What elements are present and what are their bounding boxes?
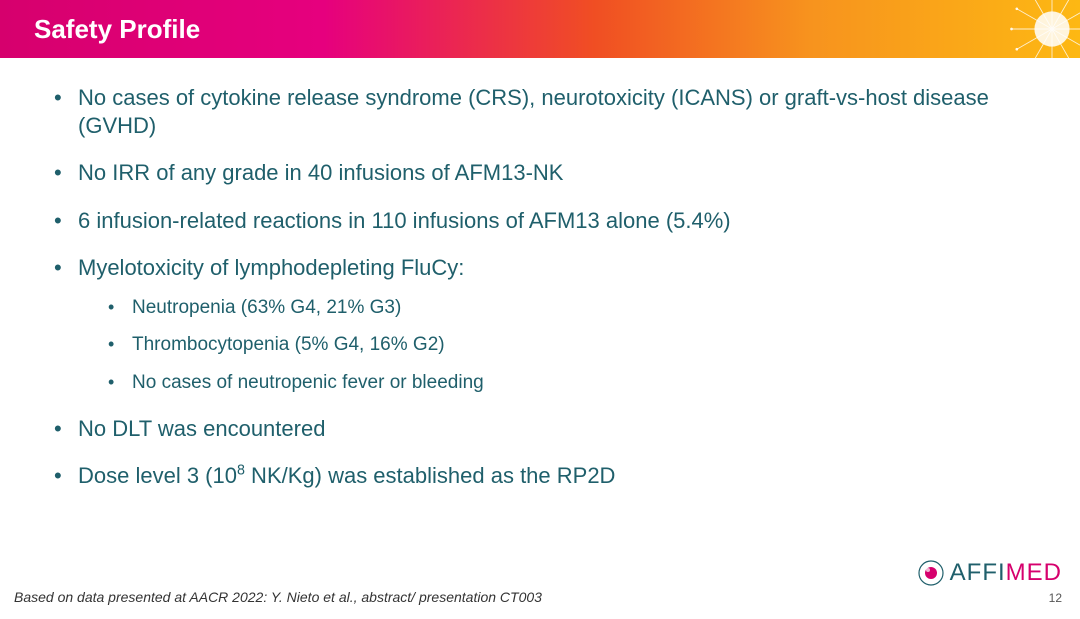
bullet-list: No cases of cytokine release syndrome (C…	[48, 84, 1032, 490]
slide-content: No cases of cytokine release syndrome (C…	[0, 58, 1080, 490]
affimed-logo: AFFIMED	[918, 559, 1062, 587]
bullet-item: Dose level 3 (108 NK/Kg) was established…	[48, 462, 1032, 490]
slide: Safety Profile No cases of cytokine rele…	[0, 0, 1080, 619]
bullet-item: Myelotoxicity of lymphodepleting FluCy: …	[48, 254, 1032, 395]
bullet-text: No DLT was encountered	[78, 416, 325, 441]
sub-bullet-item: No cases of neutropenic fever or bleedin…	[102, 371, 1032, 395]
bullet-item: No IRR of any grade in 40 infusions of A…	[48, 159, 1032, 187]
footnote: Based on data presented at AACR 2022: Y.…	[14, 589, 542, 605]
slide-header: Safety Profile	[0, 0, 1080, 58]
bullet-text: No IRR of any grade in 40 infusions of A…	[78, 160, 563, 185]
logo-text-affi: AFFI	[950, 559, 1006, 587]
bullet-item: No DLT was encountered	[48, 415, 1032, 443]
sub-bullet-item: Neutropenia (63% G4, 21% G3)	[102, 296, 1032, 320]
bullet-text: No cases of cytokine release syndrome (C…	[78, 85, 989, 138]
bullet-text: Dose level 3 (108 NK/Kg) was established…	[78, 463, 615, 488]
bullet-text: Myelotoxicity of lymphodepleting FluCy:	[78, 255, 464, 280]
logo-text-med: MED	[1006, 559, 1062, 587]
logo-text: AFFIMED	[950, 559, 1062, 587]
logo-area: AFFIMED 12	[918, 559, 1062, 605]
bullet-item: No cases of cytokine release syndrome (C…	[48, 84, 1032, 139]
sub-bullet-list: Neutropenia (63% G4, 21% G3) Thrombocyto…	[78, 296, 1032, 395]
bullet-text: 6 infusion-related reactions in 110 infu…	[78, 208, 731, 233]
sub-bullet-item: Thrombocytopenia (5% G4, 16% G2)	[102, 333, 1032, 357]
slide-title: Safety Profile	[34, 14, 200, 45]
slide-footer: Based on data presented at AACR 2022: Y.…	[14, 559, 1062, 605]
page-number: 12	[1049, 591, 1062, 605]
bullet-item: 6 infusion-related reactions in 110 infu…	[48, 207, 1032, 235]
logo-mark-icon	[918, 560, 944, 586]
